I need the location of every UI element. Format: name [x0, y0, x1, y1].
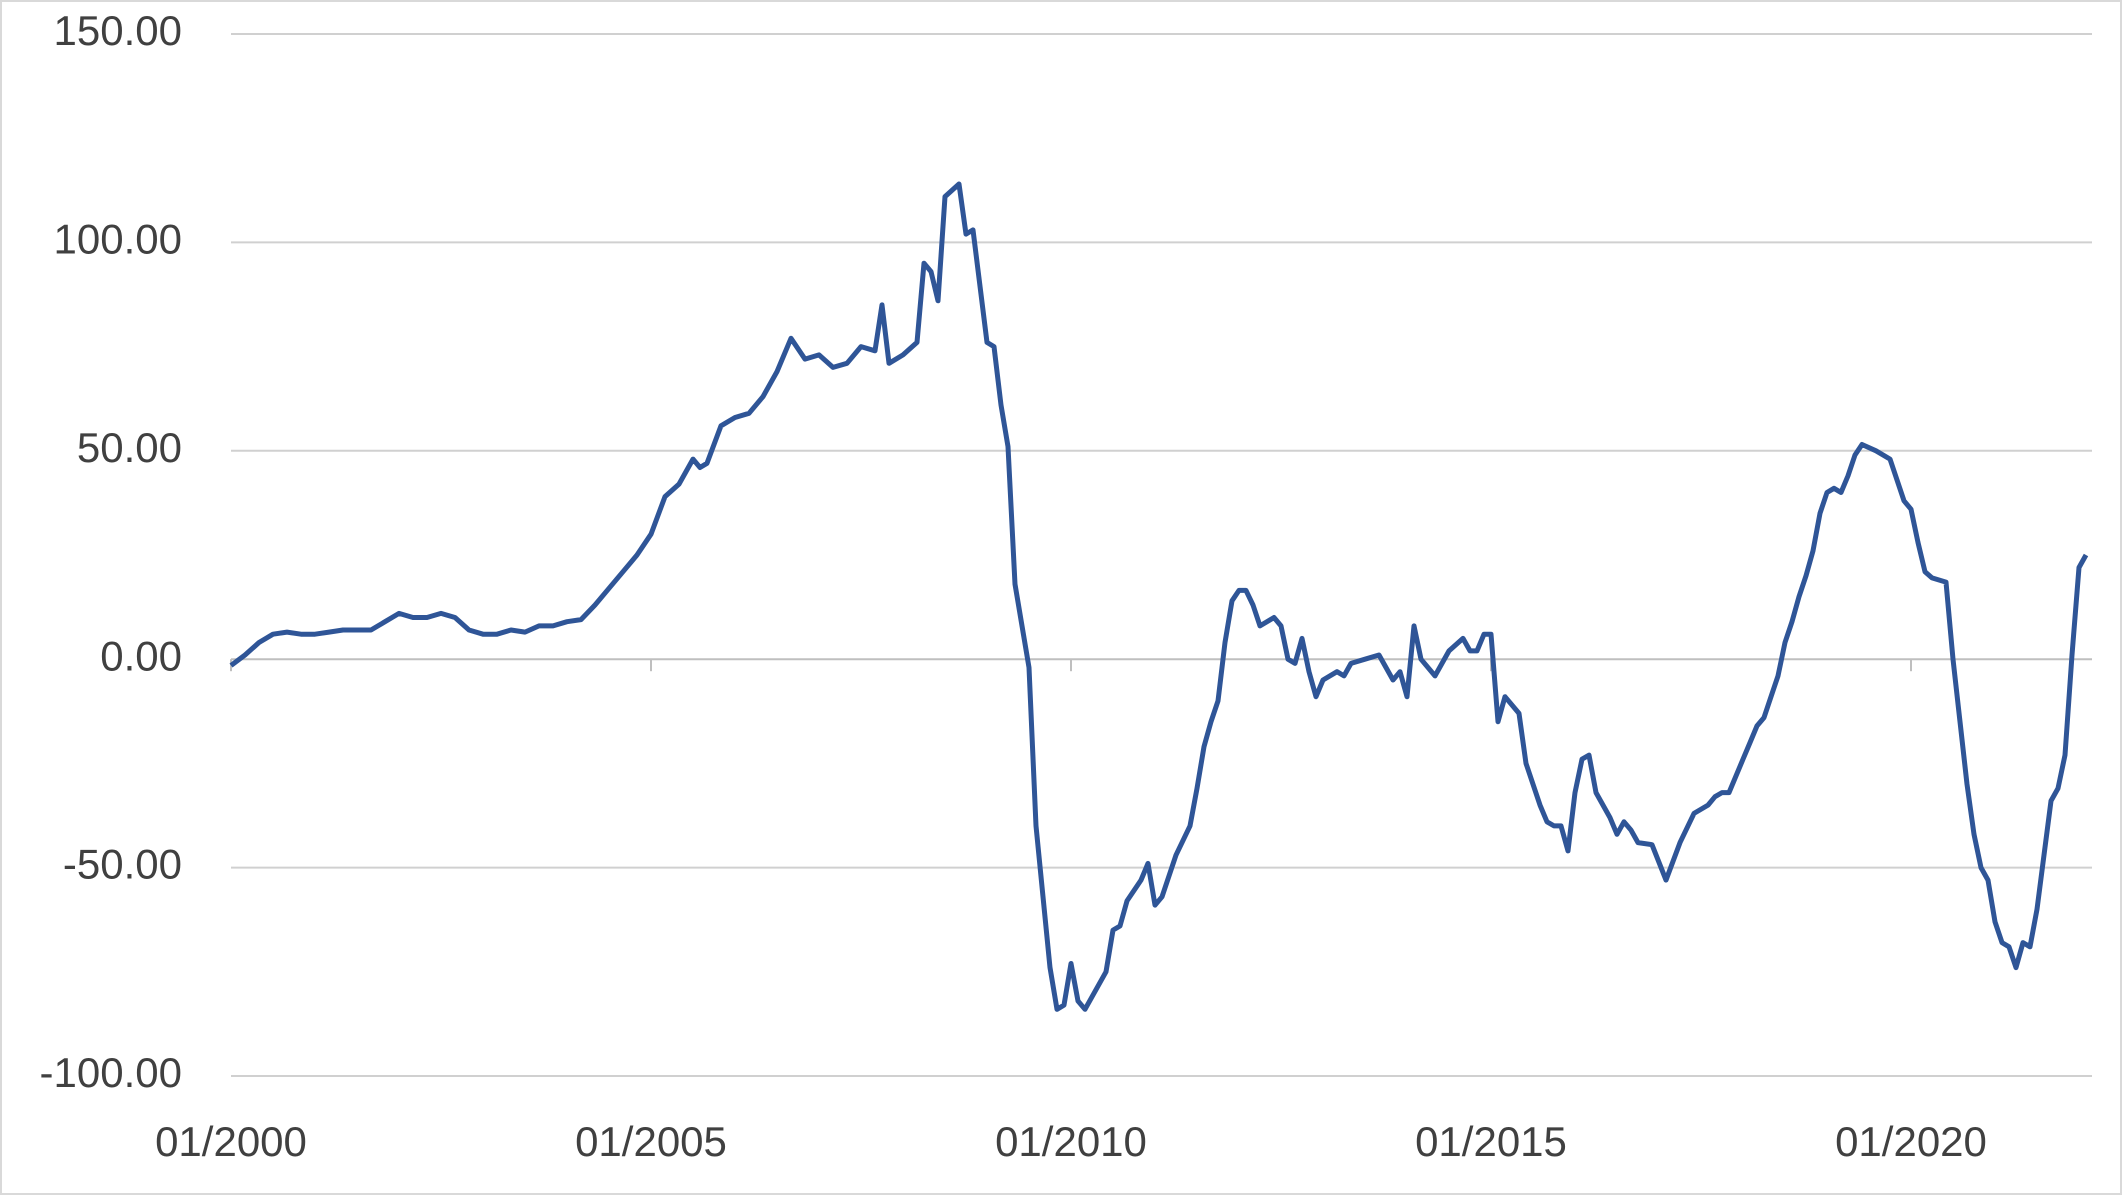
y-tick-label: -100.00 — [40, 1049, 182, 1096]
x-tick-label: 01/2015 — [1415, 1118, 1567, 1165]
x-tick-label: 01/2005 — [575, 1118, 727, 1165]
y-tick-label: 150.00 — [54, 7, 182, 54]
data-line — [229, 181, 2089, 1012]
y-tick-label: 0.00 — [100, 632, 182, 679]
y-tick-label: 50.00 — [77, 424, 182, 471]
y-tick-label: -50.00 — [63, 841, 182, 888]
x-tick-label: 01/2010 — [995, 1118, 1147, 1165]
y-tick-label: 100.00 — [54, 215, 182, 262]
x-tick-label: 01/2000 — [155, 1118, 307, 1165]
x-tick-label: 01/2020 — [1835, 1118, 1987, 1165]
